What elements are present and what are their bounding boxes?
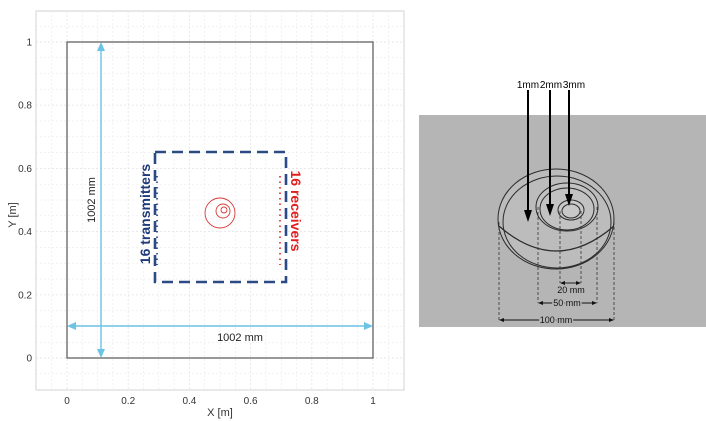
x-ticks: 0 0.2 0.4 0.6 0.8 1 (64, 396, 376, 407)
y-tick-label: 0.8 (18, 101, 32, 112)
y-tick-label: 0.4 (18, 227, 32, 238)
diameter-label-50: 50 mm (553, 298, 581, 308)
y-tick-label: 1 (26, 38, 32, 49)
target-circles (204, 197, 236, 229)
y-axis-label: Y [m] (7, 202, 19, 227)
left-plot: 0 0.2 0.4 0.6 0.8 1 0 0.2 0.4 0.6 0.8 1 X [m] Y [m… (7, 10, 405, 419)
diameter-label-100: 100 mm (540, 315, 573, 325)
depth-label-3: 3mm (563, 80, 585, 91)
horizontal-dimension-label: 1002 mm (217, 332, 263, 344)
depth-label-1: 1mm (517, 80, 539, 91)
depth-arrows (524, 90, 573, 222)
diameter-label-20: 20 mm (557, 285, 585, 295)
grid (36, 11, 404, 390)
transmitters-label: 16 transmitters (137, 164, 153, 265)
x-tick-label: 1 (370, 396, 376, 407)
horizontal-dimension-arrow (67, 322, 373, 330)
right-diagram: 1mm 2mm 3mm 20 mm 50 mm 100 mm (419, 80, 706, 327)
y-tick-label: 0.6 (18, 164, 32, 175)
projection-lines (498, 207, 615, 320)
x-tick-label: 0 (64, 396, 70, 407)
x-tick-label: 0.4 (182, 396, 196, 407)
y-ticks: 0 0.2 0.4 0.6 0.8 1 (18, 38, 32, 365)
domain-frame (66, 41, 374, 359)
x-tick-label: 0.8 (305, 396, 319, 407)
diameter-dimensions (499, 281, 614, 322)
depth-label-2: 2mm (540, 80, 562, 91)
x-tick-label: 0.2 (121, 396, 135, 407)
vertical-dimension-label: 1002 mm (86, 177, 98, 223)
y-tick-label: 0 (26, 354, 32, 365)
receivers-label: 16 receivers (288, 171, 304, 252)
vertical-dimension-arrow (97, 42, 105, 358)
x-tick-label: 0.6 (244, 396, 258, 407)
y-tick-label: 0.2 (18, 290, 32, 301)
array-box (153, 150, 288, 284)
x-axis-label: X [m] (207, 407, 233, 419)
